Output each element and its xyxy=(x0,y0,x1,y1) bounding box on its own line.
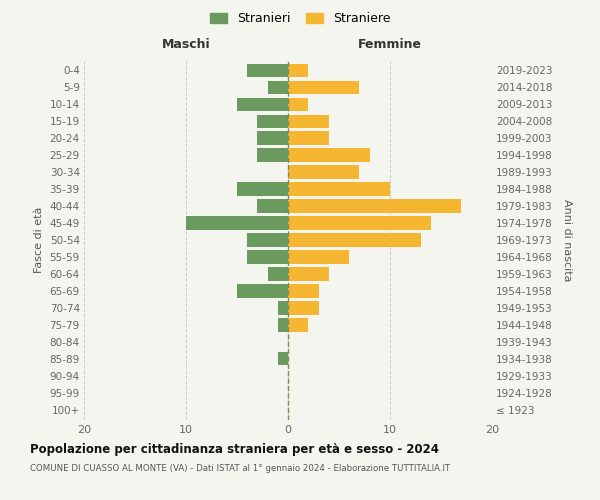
Text: Femmine: Femmine xyxy=(358,38,422,51)
Bar xyxy=(288,302,319,314)
Bar xyxy=(237,284,288,298)
Bar xyxy=(288,132,329,144)
Bar xyxy=(186,216,288,230)
Legend: Stranieri, Straniere: Stranieri, Straniere xyxy=(206,8,394,29)
Bar xyxy=(247,250,288,264)
Bar xyxy=(288,98,308,111)
Bar xyxy=(288,200,461,212)
Bar xyxy=(288,234,421,246)
Bar xyxy=(288,166,359,178)
Bar xyxy=(288,268,329,280)
Bar xyxy=(278,302,288,314)
Bar xyxy=(288,64,308,77)
Bar xyxy=(237,182,288,196)
Bar xyxy=(257,114,288,128)
Text: COMUNE DI CUASSO AL MONTE (VA) - Dati ISTAT al 1° gennaio 2024 - Elaborazione TU: COMUNE DI CUASSO AL MONTE (VA) - Dati IS… xyxy=(30,464,450,473)
Y-axis label: Fasce di età: Fasce di età xyxy=(34,207,44,273)
Bar xyxy=(288,250,349,264)
Bar xyxy=(288,114,329,128)
Bar xyxy=(257,148,288,162)
Bar xyxy=(247,234,288,246)
Bar xyxy=(257,200,288,212)
Bar xyxy=(288,318,308,332)
Bar xyxy=(268,268,288,280)
Bar xyxy=(288,148,370,162)
Text: Maschi: Maschi xyxy=(161,38,211,51)
Bar xyxy=(257,132,288,144)
Text: Popolazione per cittadinanza straniera per età e sesso - 2024: Popolazione per cittadinanza straniera p… xyxy=(30,442,439,456)
Bar xyxy=(237,98,288,111)
Bar xyxy=(288,216,431,230)
Bar xyxy=(268,80,288,94)
Bar xyxy=(278,352,288,366)
Bar xyxy=(288,80,359,94)
Bar xyxy=(247,64,288,77)
Bar xyxy=(278,318,288,332)
Bar xyxy=(288,284,319,298)
Y-axis label: Anni di nascita: Anni di nascita xyxy=(562,198,572,281)
Bar xyxy=(288,182,390,196)
